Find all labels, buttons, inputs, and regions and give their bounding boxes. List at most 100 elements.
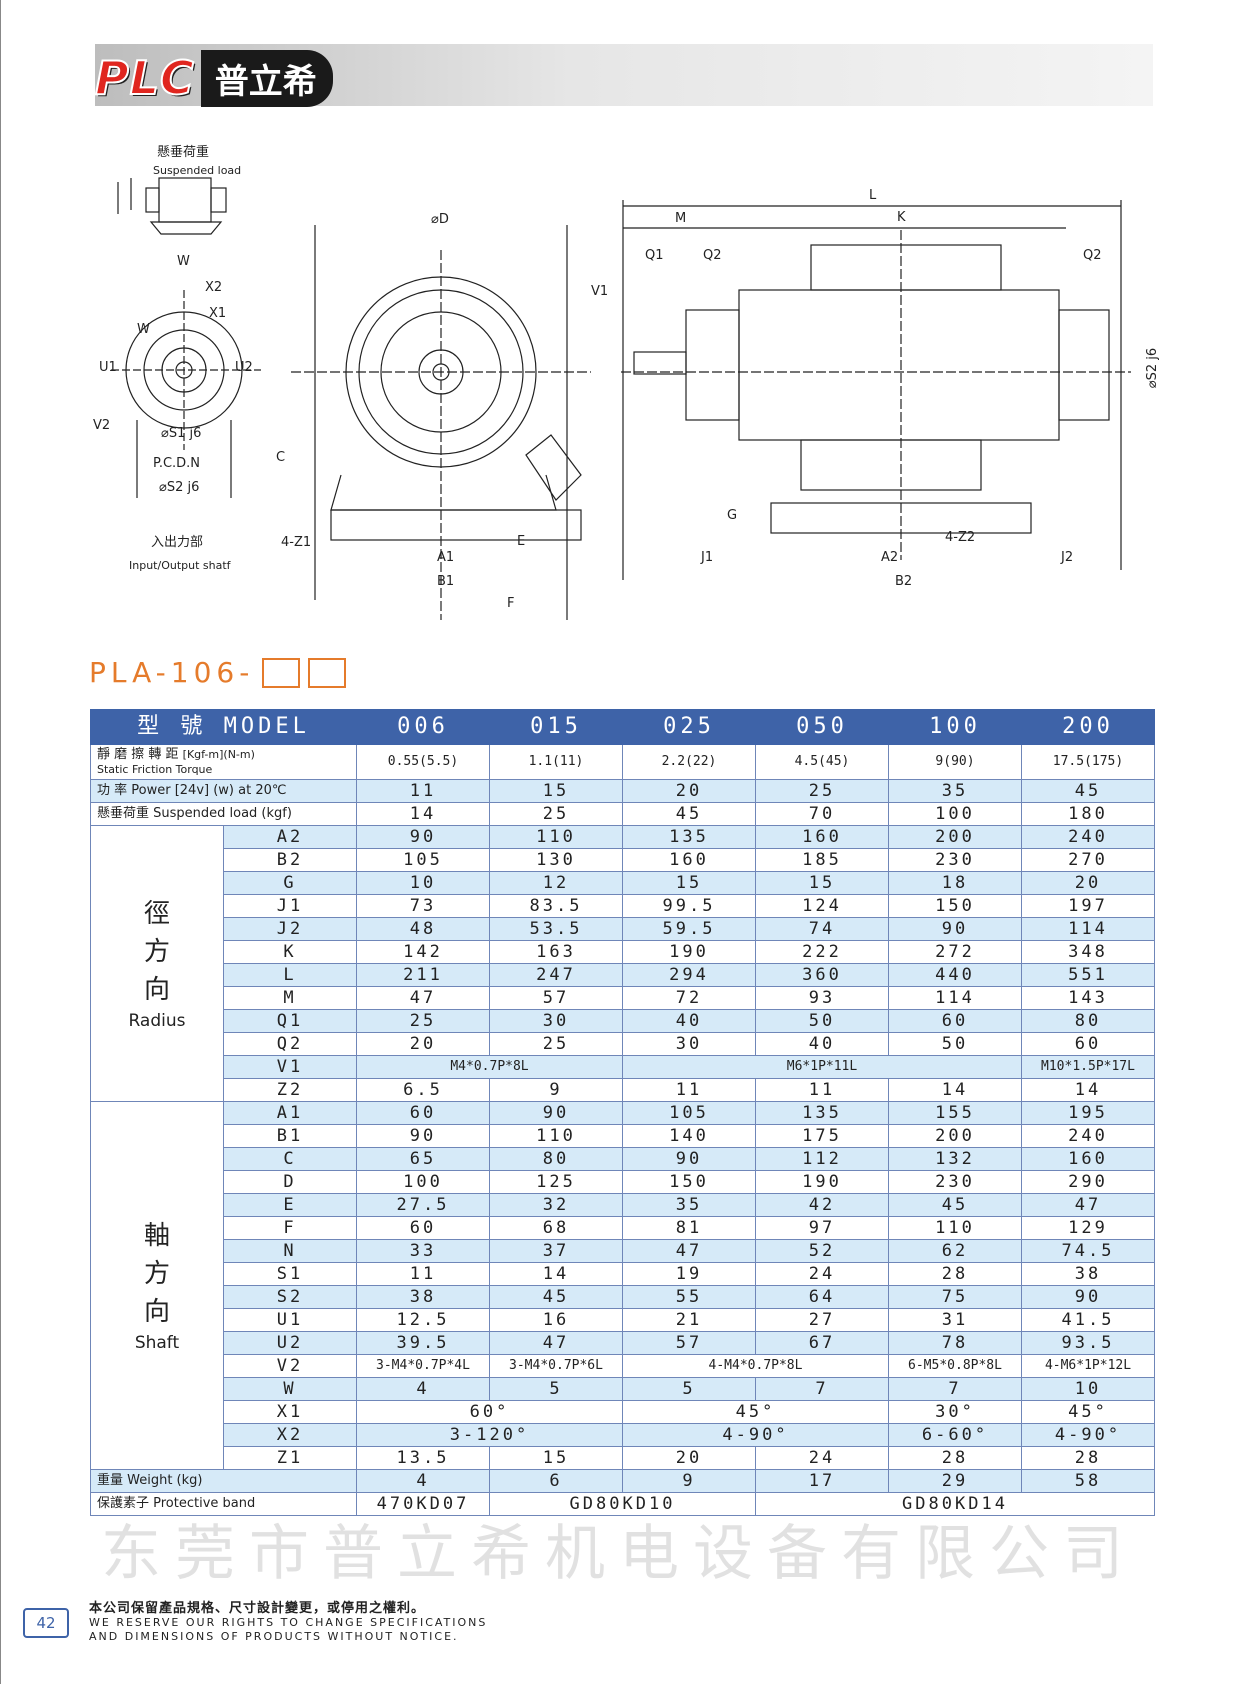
table-cell: 11	[356, 779, 490, 803]
table-cell: 6.5	[356, 1078, 490, 1102]
table-cell: 38	[1021, 1262, 1155, 1286]
table-cell: 29	[888, 1469, 1022, 1493]
table-cell: 62	[888, 1239, 1022, 1263]
dimension-key: K	[223, 940, 357, 964]
table-cell: 18	[888, 871, 1022, 895]
table-cell: 440	[888, 963, 1022, 987]
table-cell: 230	[888, 848, 1022, 872]
table-cell: 93.5	[1021, 1331, 1155, 1355]
table-row: E 27.5 32 35 42 45 47	[91, 1193, 1155, 1217]
table-cell: 32	[489, 1193, 623, 1217]
dim-label: E	[517, 534, 526, 549]
table-cell: 50	[755, 1009, 889, 1033]
table-row: 軸方向 Shaft A1 60 90 105 135 155 195	[90, 1101, 1155, 1470]
logo-plc: PLC	[94, 50, 195, 106]
table-cell: 12	[489, 871, 623, 895]
table-cell: 222	[755, 940, 889, 964]
model-column-header: 050	[755, 709, 889, 745]
table-cell: 28	[888, 1446, 1022, 1470]
logo-tag: 普立希	[200, 49, 333, 107]
dimension-key: W	[223, 1377, 357, 1401]
dim-label: B2	[895, 574, 913, 589]
table-row: U1 12.5 16 21 27 31 41.5	[91, 1308, 1155, 1332]
table-cell: 20	[1021, 871, 1155, 895]
table-cell: 68	[489, 1216, 623, 1240]
table-cell: 4	[356, 1469, 490, 1493]
table-cell: 90	[356, 825, 490, 849]
table-cell: 140	[622, 1124, 756, 1148]
table-cell: 155	[888, 1101, 1022, 1125]
table-cell: 50	[888, 1032, 1022, 1056]
table-row: V2 3-M4*0.7P*4L 3-M4*0.7P*6L 4-M4*0.7P*8L 6-…	[91, 1354, 1155, 1378]
table-cell: 6-M5*0.8P*8L	[888, 1354, 1022, 1378]
table-row: 型 號 MODEL 006 015 025 050 100 200	[90, 709, 1155, 745]
table-cell: 470KD07	[356, 1492, 490, 1516]
table-cell: 9(90)	[888, 744, 1022, 780]
weight-label: 重量 Weight (kg)	[90, 1469, 357, 1493]
table-cell: 240	[1021, 1124, 1155, 1148]
footer-en2: AND DIMENSIONS OF PRODUCTS WITHOUT NOTIC…	[89, 1630, 459, 1643]
table-cell: 25	[356, 1009, 490, 1033]
dimension-key: G	[223, 871, 357, 895]
table-cell: 58	[1021, 1469, 1155, 1493]
table-cell: 30°	[888, 1400, 1022, 1424]
dim-label: G	[727, 508, 738, 523]
table-cell: 15	[622, 871, 756, 895]
table-cell: 294	[622, 963, 756, 987]
table-row: J1 73 83.5 99.5 124 150 197	[91, 894, 1155, 918]
table-cell: 4-90°	[1021, 1423, 1155, 1447]
table-row: 懸垂荷重 Suspended load (kgf) 14 25 45 70 100 180	[90, 802, 1155, 826]
model-header: 型 號 MODEL	[90, 709, 357, 745]
table-row: L 211 247 294 360 440 551	[91, 963, 1155, 987]
model-code-box	[262, 657, 301, 688]
table-cell: 10	[1021, 1377, 1155, 1401]
dim-label: K	[897, 210, 906, 225]
table-cell: 28	[888, 1262, 1022, 1286]
table-row: 功 率 Power [24v] (w) at 20℃ 11 15 20 25 35 45	[90, 779, 1155, 803]
table-row: G 10 12 15 15 18 20	[91, 871, 1155, 895]
table-cell: 64	[755, 1285, 889, 1309]
table-cell: 45°	[622, 1400, 889, 1424]
io-en: Input/Output shatf	[129, 559, 231, 572]
model-prefix: PLA-106-	[89, 656, 255, 689]
dim-label: L	[869, 188, 877, 203]
table-cell: 114	[888, 986, 1022, 1010]
table-cell: 14	[1021, 1078, 1155, 1102]
table-cell: 125	[489, 1170, 623, 1194]
table-cell: 17	[755, 1469, 889, 1493]
shaft_rows-group-label: 軸方向 Shaft	[90, 1101, 224, 1470]
table-cell: 11	[755, 1078, 889, 1102]
table-row: D 100 125 150 190 230 290	[91, 1170, 1155, 1194]
table-cell: 240	[1021, 825, 1155, 849]
model-column-header: 100	[888, 709, 1022, 745]
table-cell: 175	[755, 1124, 889, 1148]
model-title: PLA-106-	[89, 656, 347, 689]
table-cell: 45	[888, 1193, 1022, 1217]
table-cell: 20	[622, 779, 756, 803]
table-row: Z1 13.5 15 20 24 28 28	[91, 1446, 1155, 1470]
dim-label: V2	[93, 418, 111, 433]
torque-en: Static Friction Torque	[97, 763, 213, 776]
table-cell: 37	[489, 1239, 623, 1263]
table-cell: 90	[356, 1124, 490, 1148]
table-cell: 35	[622, 1193, 756, 1217]
table-cell: 6-60°	[888, 1423, 1022, 1447]
model-column-header: 006	[356, 709, 490, 745]
table-row: M 47 57 72 93 114 143	[91, 986, 1155, 1010]
suspended-label: 懸垂荷重 Suspended load (kgf)	[90, 802, 357, 826]
table-row: X2 3-120° 4-90° 6-60° 4-90°	[91, 1423, 1155, 1447]
dim-label: J1	[701, 550, 714, 565]
table-cell: 81	[622, 1216, 756, 1240]
table-cell: 190	[755, 1170, 889, 1194]
dimension-key: Z2	[223, 1078, 357, 1102]
table-row: 徑方向 Radius A2 90 110 135 160 200 240	[90, 825, 1155, 1102]
table-cell: 57	[489, 986, 623, 1010]
table-cell: 11	[622, 1078, 756, 1102]
table-cell: 20	[356, 1032, 490, 1056]
table-cell: 35	[888, 779, 1022, 803]
dim-label: ⌀D	[431, 212, 449, 227]
table-cell: 40	[755, 1032, 889, 1056]
table-cell: 28	[1021, 1446, 1155, 1470]
table-cell: 75	[888, 1285, 1022, 1309]
table-cell: 45	[489, 1285, 623, 1309]
